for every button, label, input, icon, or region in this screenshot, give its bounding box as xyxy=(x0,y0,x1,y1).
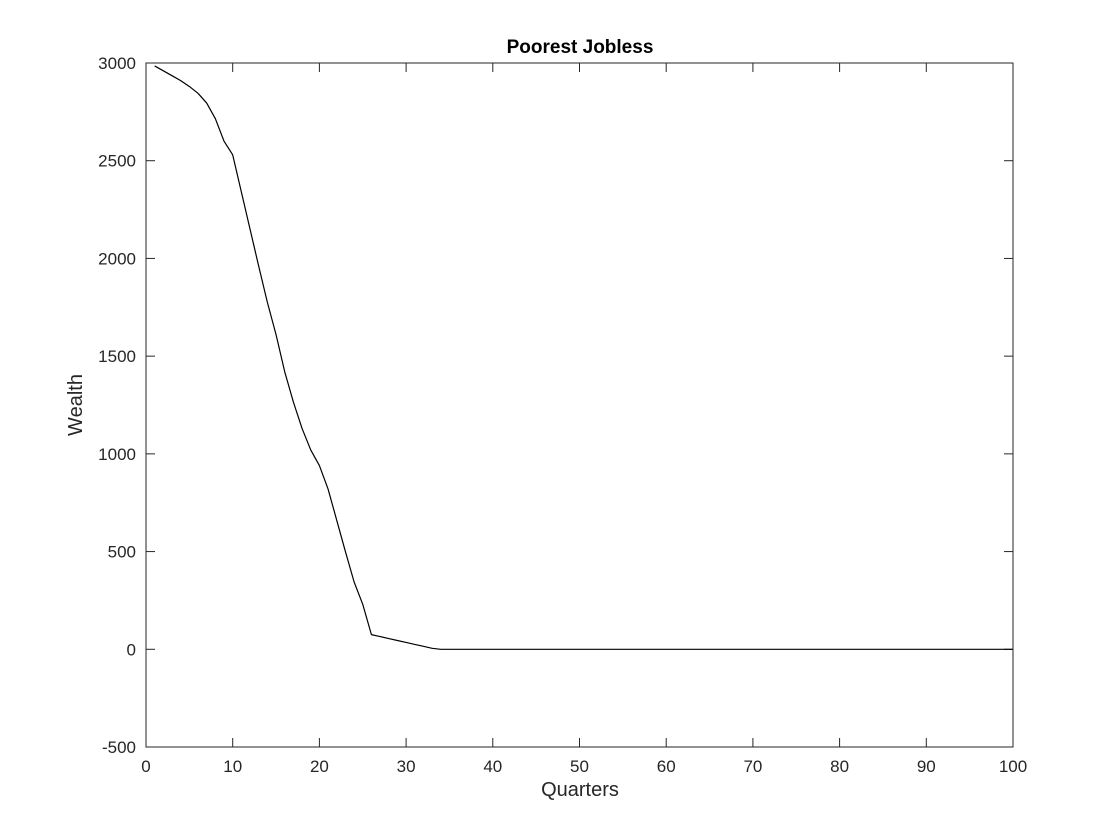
y-tick-label: 2500 xyxy=(98,152,136,171)
tick-labels: 0 10 20 30 40 50 60 70 80 90 100 -500 0 500 1000 1500 20… xyxy=(98,54,1027,776)
chart-title: Poorest Jobless xyxy=(507,37,654,58)
x-tick-label: 60 xyxy=(657,757,676,776)
x-tick-label: 80 xyxy=(830,757,849,776)
x-tick-label: 40 xyxy=(483,757,502,776)
y-tick-label: 0 xyxy=(127,640,136,659)
y-tick-label: 500 xyxy=(108,543,136,562)
x-tick-label: 0 xyxy=(141,757,150,776)
y-tick-label: 2000 xyxy=(98,249,136,268)
plot-area xyxy=(146,63,1013,747)
x-tick-label: 10 xyxy=(223,757,242,776)
series xyxy=(154,65,1013,650)
x-tick-label: 70 xyxy=(743,757,762,776)
y-tick-label: 1500 xyxy=(98,347,136,366)
y-tick-label: -500 xyxy=(102,738,136,757)
x-tick-label: 100 xyxy=(999,757,1027,776)
x-tick-label: 30 xyxy=(397,757,416,776)
plot-frame xyxy=(145,62,1014,748)
series-line xyxy=(154,65,1013,650)
x-tick-label: 20 xyxy=(310,757,329,776)
y-tick-label: 3000 xyxy=(98,54,136,73)
y-axis-label: Wealth xyxy=(65,374,87,436)
y-tick-label: 1000 xyxy=(98,445,136,464)
x-tick-label: 50 xyxy=(570,757,589,776)
x-tick-label: 90 xyxy=(917,757,936,776)
x-axis-label: Quarters xyxy=(541,779,619,801)
